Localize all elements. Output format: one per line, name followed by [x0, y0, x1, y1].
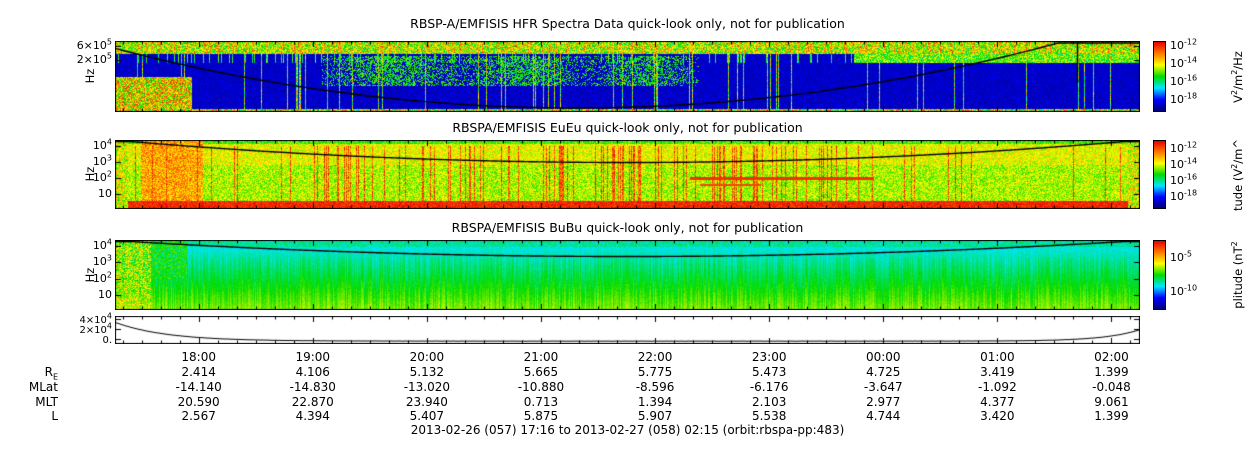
ephemeris-value: 2.977 — [866, 394, 901, 409]
ephemeris-value: 4.394 — [295, 409, 330, 424]
ytick-label: 102 — [92, 269, 112, 285]
ephemeris-value: 4.725 — [866, 365, 901, 379]
colorbar-tick-label: 10-10 — [1170, 283, 1198, 298]
panel3-colorbar — [1153, 240, 1166, 310]
ephemeris-value: 22.870 — [291, 394, 334, 409]
time-tick-label: 02:00 — [1094, 350, 1129, 364]
panel2-eueu-spectrogram — [115, 140, 1140, 209]
colorbar-tick-label: 10-16 — [1170, 73, 1198, 89]
ephemeris-row-label: MLT — [35, 394, 58, 409]
ephemeris-value: -8.596 — [635, 379, 675, 394]
panel3-bubu-spectrogram — [115, 240, 1140, 310]
ephemeris-value: 1.399 — [1094, 409, 1129, 424]
ephemeris-row-label: RE — [44, 365, 58, 382]
colorbar-unit-label: plitude (nT2 — [1230, 241, 1245, 309]
ephemeris-value: -3.647 — [863, 379, 903, 394]
ephemeris-value: 5.907 — [637, 409, 673, 424]
ytick-label: 6×105 — [76, 37, 112, 52]
ephemeris-value: 2.567 — [181, 409, 216, 424]
ephemeris-value: -0.048 — [1092, 379, 1131, 394]
panel1-ylabel: Hz — [83, 68, 97, 84]
ephemeris-value: 5.775 — [637, 365, 673, 379]
time-tick-label: 22:00 — [637, 350, 673, 364]
panel1-hfr-spectrogram — [115, 41, 1140, 112]
ephemeris-value: 20.590 — [177, 394, 220, 409]
colorbar-tick-label: 10-12 — [1170, 140, 1198, 155]
ephemeris-value: 5.665 — [523, 365, 559, 379]
ytick-label: 2×105 — [76, 51, 112, 67]
ephemeris-value: -14.140 — [175, 379, 222, 394]
ytick-label: 2×104 — [79, 321, 112, 337]
panel4-line-plot — [115, 316, 1140, 344]
colorbar-tick-label: 10-5 — [1170, 249, 1192, 265]
time-tick-label: 00:00 — [865, 350, 901, 364]
colorbar-unit-label: V2/m2/Hz — [1230, 50, 1245, 103]
panel1-title: RBSP-A/EMFISIS HFR Spectra Data quick-lo… — [410, 16, 845, 31]
footer-caption: 2013-02-26 (057) 17:16 to 2013-02-27 (05… — [410, 423, 845, 437]
ephemeris-value: 5.538 — [751, 409, 787, 424]
ephemeris-value: -13.020 — [403, 379, 451, 394]
ephemeris-value: 5.473 — [751, 365, 787, 379]
ytick-label: 10 — [98, 287, 112, 301]
ephemeris-value: 1.394 — [637, 394, 673, 409]
ytick-label: 104 — [92, 137, 112, 153]
colorbar-tick-label: 10-16 — [1170, 172, 1198, 187]
time-tick-label: 23:00 — [751, 350, 787, 364]
panel1-colorbar — [1153, 41, 1166, 112]
ephemeris-value: -6.176 — [749, 379, 789, 394]
ephemeris-value: 4.744 — [866, 409, 901, 424]
ephemeris-value: -1.092 — [978, 379, 1017, 394]
ytick-label: 103 — [92, 153, 112, 169]
colorbar-tick-label: 10-14 — [1170, 55, 1198, 71]
ephemeris-value: -10.880 — [517, 379, 565, 394]
time-tick-label: 01:00 — [980, 350, 1015, 364]
ephemeris-value: 4.106 — [295, 365, 330, 379]
colorbar-tick-label: 10-12 — [1170, 37, 1198, 52]
time-tick-label: 19:00 — [295, 350, 331, 364]
ephemeris-value: 5.407 — [409, 409, 445, 424]
ephemeris-value: 5.875 — [523, 409, 559, 424]
ephemeris-value: 2.414 — [181, 365, 216, 379]
panel2-title: RBSPA/EMFISIS EuEu quick-look only, not … — [452, 120, 803, 135]
colorbar-unit-label: tude (V2/m^ — [1230, 138, 1245, 211]
ephemeris-value: 3.420 — [980, 409, 1015, 424]
ephemeris-value: 3.419 — [980, 365, 1015, 379]
ytick-label: 102 — [92, 169, 112, 184]
ephemeris-row-label: L — [51, 409, 58, 424]
ephemeris-value: 23.940 — [405, 394, 448, 409]
ephemeris-value: 9.061 — [1094, 394, 1129, 409]
ephemeris-value: 2.103 — [751, 394, 787, 409]
colorbar-tick-label: 10-18 — [1170, 91, 1198, 107]
ephemeris-row-label: MLat — [28, 379, 58, 394]
ephemeris-value: 4.377 — [980, 394, 1015, 409]
colorbar-tick-label: 10-18 — [1170, 187, 1198, 203]
colorbar-tick-label: 10-14 — [1170, 156, 1198, 171]
ephemeris-value: 0.713 — [523, 394, 559, 409]
ephemeris-value: 5.132 — [409, 365, 445, 379]
panel2-colorbar — [1153, 140, 1166, 209]
time-tick-label: 21:00 — [523, 350, 559, 364]
ytick-label: 0. — [102, 334, 112, 346]
ephemeris-value: 1.399 — [1094, 365, 1129, 379]
panel3-title: RBSPA/EMFISIS BuBu quick-look only, not … — [451, 220, 804, 235]
ytick-label: 104 — [92, 237, 112, 253]
time-tick-label: 20:00 — [409, 350, 445, 364]
ytick-label: 4×104 — [79, 312, 112, 327]
ephemeris-value: -14.830 — [289, 379, 336, 394]
ytick-label: 10 — [98, 186, 112, 200]
ytick-label: 103 — [92, 253, 112, 269]
time-tick-label: 18:00 — [181, 350, 216, 364]
